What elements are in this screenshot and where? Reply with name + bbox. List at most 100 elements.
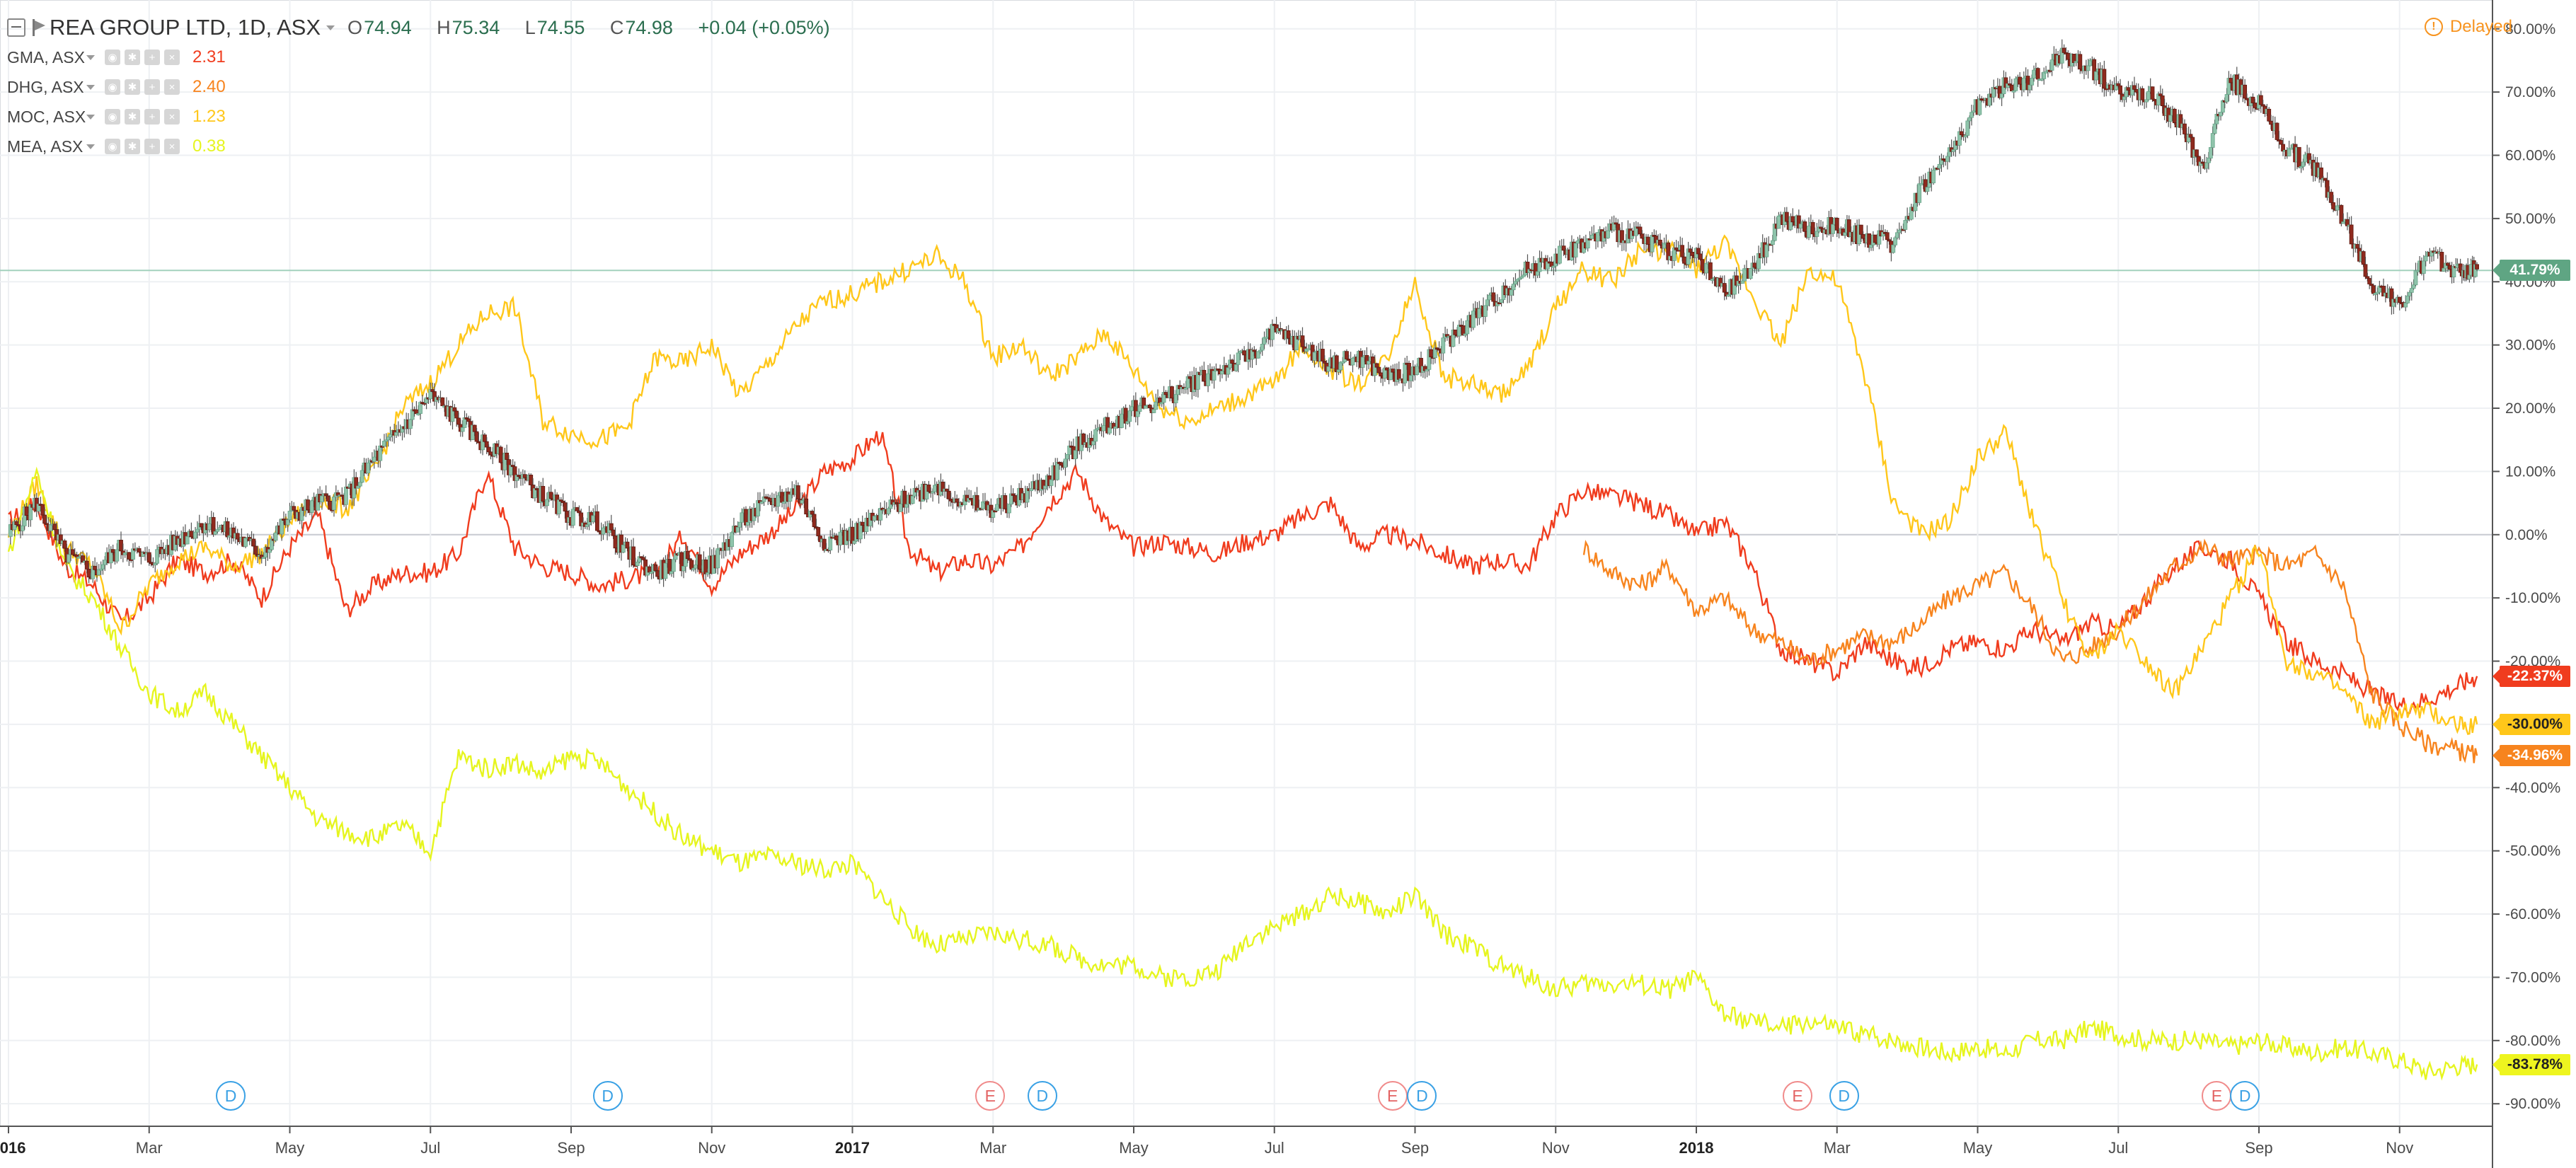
- earnings-marker[interactable]: E: [975, 1081, 1006, 1111]
- candle-body: [408, 419, 413, 429]
- series-line-gma: [8, 431, 2478, 715]
- plus-icon[interactable]: +: [144, 79, 160, 95]
- candle-body: [1129, 406, 1134, 412]
- main-symbol-row[interactable]: REA GROUP LTD, 1D, ASX O74.94 H75.34 L74…: [7, 13, 840, 42]
- candle-body: [357, 482, 362, 487]
- candle-body: [1967, 117, 1972, 122]
- x-tick-label: 2017: [835, 1139, 870, 1157]
- candle-body: [780, 492, 785, 503]
- close-icon[interactable]: ×: [164, 109, 180, 125]
- plus-icon[interactable]: +: [144, 50, 160, 65]
- candle-body: [812, 514, 817, 528]
- candle-body: [486, 446, 491, 453]
- eye-icon[interactable]: ◉: [105, 50, 120, 65]
- close-icon[interactable]: ×: [164, 139, 180, 154]
- dividend-marker[interactable]: D: [592, 1081, 623, 1111]
- candle-body: [1055, 462, 1060, 480]
- x-axis[interactable]: 2016 Mar May Jul Sep Nov 2017 Mar May Jul Sep Nov 20…: [0, 1126, 2492, 1157]
- candle-body: [1798, 224, 1803, 229]
- symbol-title[interactable]: REA GROUP LTD, 1D, ASX: [50, 15, 321, 40]
- y-tick-label: -10.00%: [2505, 590, 2560, 606]
- eye-icon[interactable]: ◉: [105, 109, 120, 125]
- plus-icon[interactable]: +: [144, 139, 160, 154]
- price-tag: 41.79%: [2492, 260, 2570, 282]
- comparison-row[interactable]: GMA, ASX ◉ ✱ + × 2.31: [7, 42, 840, 72]
- candle-body: [1384, 367, 1389, 371]
- candle-body: [328, 501, 333, 510]
- comparison-symbol[interactable]: DHG, ASX: [7, 77, 84, 96]
- close-label: C: [609, 16, 624, 38]
- dividend-marker[interactable]: D: [216, 1081, 246, 1111]
- candle-body: [810, 511, 815, 515]
- candle-body: [2188, 134, 2193, 138]
- candle-body: [1748, 268, 1753, 279]
- gear-icon[interactable]: ✱: [125, 79, 140, 95]
- candle-body: [70, 549, 75, 555]
- candle-body: [1029, 488, 1034, 492]
- chevron-down-icon[interactable]: [86, 54, 95, 60]
- candle-body: [268, 549, 272, 553]
- x-tick-label: Jul: [420, 1139, 440, 1157]
- earnings-marker[interactable]: E: [1377, 1081, 1408, 1111]
- minus-square-icon[interactable]: [7, 18, 25, 37]
- dividend-marker[interactable]: D: [1027, 1081, 1057, 1111]
- candle-body: [1696, 248, 1701, 255]
- plus-icon[interactable]: +: [144, 109, 160, 125]
- candle-body: [1376, 366, 1381, 374]
- candle-body: [948, 498, 953, 502]
- delayed-badge[interactable]: ! Delayed: [2424, 17, 2512, 37]
- candle-body: [1491, 292, 1496, 302]
- gear-icon[interactable]: ✱: [125, 139, 140, 154]
- candle-body: [2397, 296, 2402, 303]
- gear-icon[interactable]: ✱: [125, 50, 140, 65]
- candle-body: [2013, 78, 2018, 91]
- earnings-marker[interactable]: E: [2202, 1081, 2232, 1111]
- flag-icon[interactable]: [33, 19, 45, 36]
- gear-icon[interactable]: ✱: [125, 109, 140, 125]
- eye-icon[interactable]: ◉: [105, 139, 120, 154]
- x-tick-label: May: [1963, 1139, 1993, 1157]
- candle-body: [2210, 133, 2215, 148]
- candle-body: [93, 565, 97, 570]
- chevron-down-icon[interactable]: [326, 25, 335, 30]
- y-axis[interactable]: 80.00%70.00%60.00%50.00%40.00%30.00%20.0…: [2492, 0, 2560, 1168]
- candle-body: [647, 566, 652, 573]
- delayed-label: Delayed: [2449, 17, 2512, 36]
- candle-body: [1408, 375, 1413, 381]
- x-tick-label: May: [1119, 1139, 1149, 1157]
- candle-body: [745, 521, 750, 526]
- y-tick-label: -60.00%: [2505, 906, 2560, 923]
- price-tag: -34.96%: [2492, 745, 2570, 767]
- candle-body: [466, 418, 471, 422]
- comparison-symbol[interactable]: MEA, ASX: [7, 137, 84, 156]
- candle-body: [1834, 217, 1839, 231]
- candle-body: [609, 523, 614, 531]
- dividend-marker[interactable]: D: [1407, 1081, 1437, 1111]
- eye-icon[interactable]: ◉: [105, 79, 120, 95]
- candle-body: [1784, 212, 1789, 222]
- chevron-down-icon[interactable]: [86, 114, 95, 120]
- price-tag: -83.78%: [2492, 1053, 2570, 1075]
- comparison-row[interactable]: MEA, ASX ◉ ✱ + × 0.38: [7, 132, 840, 161]
- candle-body: [326, 495, 330, 502]
- close-icon[interactable]: ×: [164, 50, 180, 65]
- candle-body: [2371, 285, 2376, 294]
- dividend-marker[interactable]: D: [1829, 1081, 1859, 1111]
- chevron-down-icon[interactable]: [86, 84, 95, 90]
- comparison-row[interactable]: DHG, ASX ◉ ✱ + × 2.40: [7, 72, 840, 102]
- candle-body: [2208, 147, 2213, 158]
- comparison-symbol[interactable]: MOC, ASX: [7, 107, 86, 126]
- candle-body: [1931, 170, 1936, 183]
- close-icon[interactable]: ×: [164, 79, 180, 95]
- candle-body: [2150, 86, 2155, 100]
- earnings-marker[interactable]: E: [1783, 1081, 1813, 1111]
- dividend-marker[interactable]: D: [2230, 1081, 2260, 1111]
- comparison-symbol[interactable]: GMA, ASX: [7, 47, 85, 67]
- comparison-row[interactable]: MOC, ASX ◉ ✱ + × 1.23: [7, 102, 840, 132]
- candle-body: [1951, 149, 1956, 152]
- chevron-down-icon[interactable]: [86, 144, 95, 149]
- candle-body: [2204, 162, 2209, 169]
- candle-body: [1858, 224, 1863, 235]
